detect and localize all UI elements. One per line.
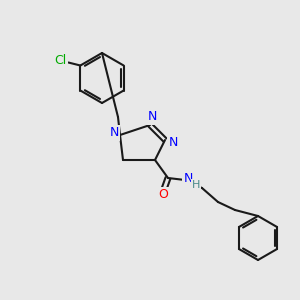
Text: N: N [109, 127, 119, 140]
Text: N: N [147, 110, 157, 124]
Text: N: N [183, 172, 193, 184]
Text: Cl: Cl [54, 54, 67, 67]
Text: O: O [158, 188, 168, 202]
Text: H: H [192, 180, 200, 190]
Text: N: N [168, 136, 178, 149]
